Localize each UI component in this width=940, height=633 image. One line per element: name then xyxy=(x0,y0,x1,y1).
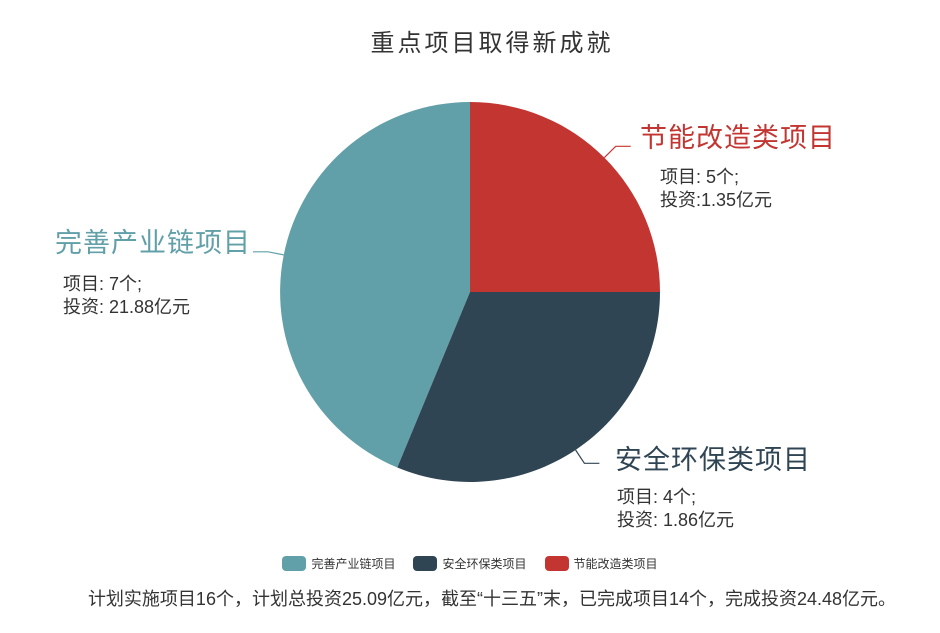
legend-item-2[interactable]: 节能改造类项目 xyxy=(544,555,658,572)
callout-projects: 项目: 4个; xyxy=(617,487,697,507)
chart-title: 重点项目取得新成就 xyxy=(370,30,614,57)
callout-investment: 投资:1.35亿元 xyxy=(660,190,773,210)
callout-title: 完善产业链项目 xyxy=(55,228,251,258)
label-line-2 xyxy=(603,145,631,159)
label-line-0 xyxy=(253,251,284,256)
pie-slice-0[interactable] xyxy=(280,102,470,468)
legend-swatch-icon xyxy=(544,556,569,571)
callout-investment: 投资: 1.86亿元 xyxy=(617,510,735,530)
callout-title: 安全环保类项目 xyxy=(615,445,811,475)
callout-investment: 投资: 21.88亿元 xyxy=(63,297,191,317)
callout-projects: 项目: 7个; xyxy=(63,274,143,294)
callout-jieneng-gaizao: 节能改造类项目 项目: 5个; 投资:1.35亿元 xyxy=(640,124,836,212)
callout-anquan-huanbao: 安全环保类项目 项目: 4个; 投资: 1.86亿元 xyxy=(615,446,811,532)
footer-caption: 计划实施项目16个，计划总投资25.09亿元，截至“十三五”末，已完成项目14个… xyxy=(87,589,897,609)
label-line-1 xyxy=(575,449,600,464)
pie-slice-2[interactable] xyxy=(470,102,660,292)
callout-wanshan-chanyelian: 完善产业链项目 项目: 7个; 投资: 21.88亿元 xyxy=(55,229,251,319)
legend-label: 安全环保类项目 xyxy=(442,557,527,571)
callout-title: 节能改造类项目 xyxy=(640,123,836,153)
legend-label: 完善产业链项目 xyxy=(311,557,396,571)
legend-label: 节能改造类项目 xyxy=(573,557,658,571)
callout-projects: 项目: 5个; xyxy=(660,167,740,187)
legend-item-1[interactable]: 安全环保类项目 xyxy=(413,555,527,572)
legend-item-0[interactable]: 完善产业链项目 xyxy=(282,555,395,572)
legend: 完善产业链项目 安全环保类项目 节能改造类项目 xyxy=(0,555,940,572)
legend-swatch-icon xyxy=(282,556,307,571)
legend-swatch-icon xyxy=(413,556,438,571)
pie-slice-1[interactable] xyxy=(397,292,660,482)
